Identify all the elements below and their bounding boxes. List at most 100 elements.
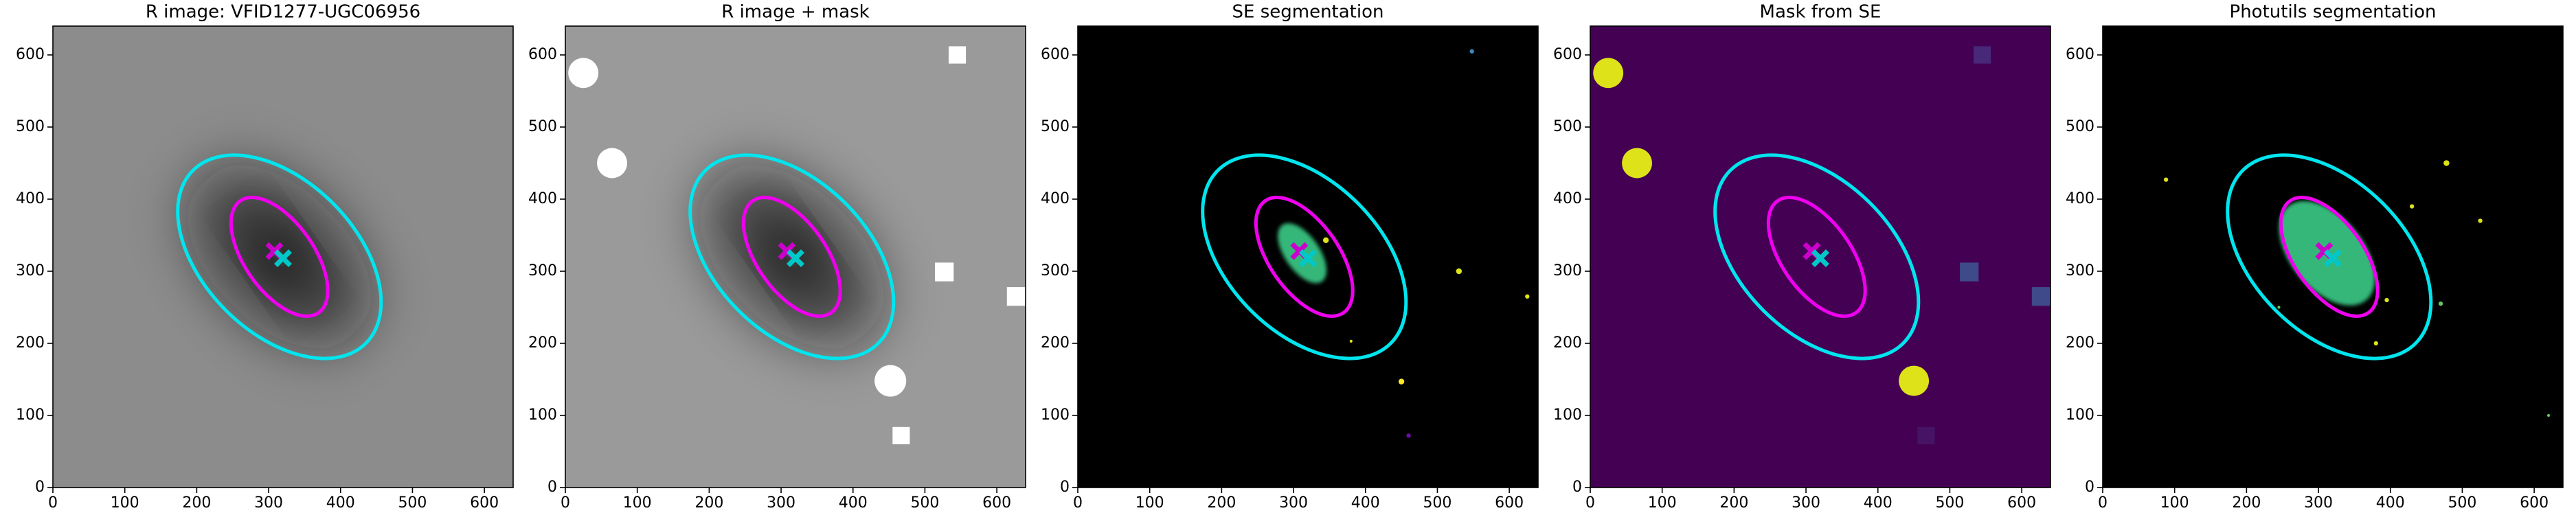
y-tick-label: 600 xyxy=(16,46,45,63)
x-tick-label: 0 xyxy=(48,494,58,512)
y-tick-label: 200 xyxy=(1553,334,1582,352)
source xyxy=(2163,177,2169,182)
y-tick-label: 300 xyxy=(2066,262,2094,279)
y-tick-label: 0 xyxy=(1572,479,1582,496)
y-tick-label: 400 xyxy=(1041,190,1070,207)
x-tick-label: 300 xyxy=(2304,494,2333,512)
x-tick-label: 500 xyxy=(398,494,427,512)
x-tick-label: 400 xyxy=(2376,494,2405,512)
x-tick-label: 400 xyxy=(1351,494,1380,512)
aperture-ellipse xyxy=(741,196,842,318)
x-tick-label: 400 xyxy=(326,494,355,512)
x-tick-label: 100 xyxy=(1648,494,1677,512)
y-tick-label: 400 xyxy=(528,190,557,207)
aperture-ellipse xyxy=(176,153,383,360)
mask-square xyxy=(1960,262,1979,282)
x-tick-label: 200 xyxy=(1719,494,1748,512)
aperture-ellipse xyxy=(1254,196,1355,318)
source xyxy=(1469,49,1474,54)
y-tick-label: 0 xyxy=(2085,479,2094,496)
y-tick-label: 600 xyxy=(1041,46,1070,63)
y-tick-label: 0 xyxy=(547,479,557,496)
axes-frame xyxy=(1590,25,2051,488)
center-marker xyxy=(274,249,292,268)
x-tick-label: 100 xyxy=(1136,494,1164,512)
source xyxy=(1456,268,1462,275)
plot-area xyxy=(1590,26,2050,488)
source xyxy=(2478,218,2483,223)
x-tick-label: 600 xyxy=(982,494,1011,512)
x-tick-label: 500 xyxy=(910,494,939,512)
mask-circle xyxy=(1622,148,1653,179)
axes-frame xyxy=(1077,25,1539,488)
mask-circle xyxy=(1899,365,1930,396)
aperture-ellipse xyxy=(2226,153,2433,360)
axes-frame xyxy=(565,25,1026,488)
y-tick-label: 200 xyxy=(16,334,45,352)
mask-square xyxy=(2031,287,2050,306)
aperture-ellipse xyxy=(688,153,896,360)
y-tick-label: 500 xyxy=(16,118,45,135)
mask-square xyxy=(1973,46,1991,64)
x-tick-label: 600 xyxy=(470,494,499,512)
aperture-ellipse xyxy=(1713,153,1921,360)
mask-square xyxy=(948,46,967,64)
x-tick-label: 300 xyxy=(767,494,795,512)
panel: 0 100 200 300 400 500 600 0 100 200 300 400 500 600 Ph… xyxy=(2066,2,2564,512)
source xyxy=(2277,306,2281,309)
x-tick-label: 600 xyxy=(2520,494,2549,512)
x-tick-label: 100 xyxy=(111,494,139,512)
x-tick-label: 500 xyxy=(1423,494,1451,512)
panel-title: Mask from SE xyxy=(1760,2,1882,23)
source xyxy=(1349,339,1353,343)
x-tick-label: 0 xyxy=(2098,494,2108,512)
center-marker xyxy=(1299,249,1317,268)
center-marker xyxy=(1811,249,1829,268)
y-tick-label: 500 xyxy=(528,118,557,135)
panel: 0 100 200 300 400 500 600 0 100 200 300 400 500 600 R … xyxy=(528,2,1026,512)
mask-circle xyxy=(874,365,907,397)
y-tick-label: 0 xyxy=(35,479,45,496)
source xyxy=(2410,204,2415,209)
x-tick-label: 200 xyxy=(694,494,723,512)
axes-frame xyxy=(2102,25,2564,488)
mask-circle xyxy=(568,58,599,89)
mask-square xyxy=(1006,287,1026,306)
source xyxy=(2443,160,2450,166)
y-tick-label: 300 xyxy=(16,262,45,279)
source xyxy=(1322,237,1329,244)
y-tick-label: 0 xyxy=(1060,479,1070,496)
panel: 0 100 200 300 400 500 600 0 100 200 300 400 500 600 Ma… xyxy=(1553,2,2051,512)
y-tick-label: 100 xyxy=(1041,407,1070,424)
x-tick-label: 400 xyxy=(1864,494,1893,512)
plot-area xyxy=(2103,26,2563,488)
y-tick-label: 300 xyxy=(1041,262,1070,279)
y-tick-label: 200 xyxy=(2066,334,2094,352)
plot-area xyxy=(565,26,1026,488)
y-tick-label: 500 xyxy=(2066,118,2094,135)
x-tick-label: 0 xyxy=(1073,494,1083,512)
y-tick-label: 300 xyxy=(1553,262,1582,279)
x-tick-label: 200 xyxy=(1207,494,1236,512)
center-marker xyxy=(787,249,804,268)
x-tick-label: 200 xyxy=(182,494,211,512)
y-tick-label: 400 xyxy=(2066,190,2094,207)
x-tick-label: 500 xyxy=(1935,494,1964,512)
center-marker xyxy=(2324,249,2342,268)
x-tick-label: 400 xyxy=(839,494,868,512)
y-tick-label: 400 xyxy=(1553,190,1582,207)
plot-area xyxy=(53,26,513,488)
y-tick-label: 600 xyxy=(2066,46,2094,63)
y-tick-label: 500 xyxy=(1553,118,1582,135)
plot-area xyxy=(1078,26,1538,488)
source xyxy=(2384,297,2389,303)
y-tick-label: 100 xyxy=(1553,407,1582,424)
mask-circle xyxy=(1593,58,1624,89)
panel-title: R image + mask xyxy=(721,2,870,23)
y-tick-label: 300 xyxy=(528,262,557,279)
y-tick-label: 200 xyxy=(1041,334,1070,352)
mask-square xyxy=(1917,426,1935,444)
source xyxy=(2438,301,2443,306)
aperture-ellipse xyxy=(1201,153,1408,360)
